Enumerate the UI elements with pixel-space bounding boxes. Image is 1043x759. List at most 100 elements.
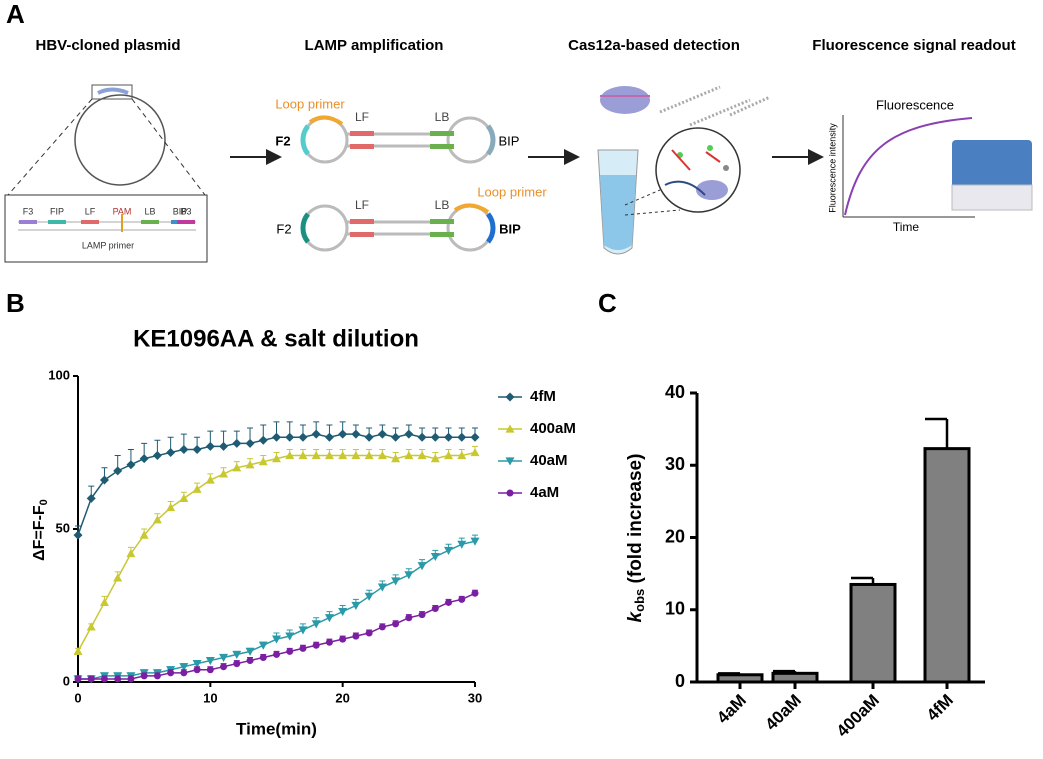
marker [377, 583, 387, 592]
marker [87, 675, 95, 683]
marker [324, 432, 334, 442]
marker [338, 451, 348, 460]
marker [285, 451, 295, 460]
primer-box [4, 194, 208, 263]
y-tick-label: 0 [63, 673, 70, 688]
marker [364, 592, 374, 601]
primer-label: B3 [180, 206, 191, 216]
plasmid [74, 94, 166, 186]
zoom-line [7, 98, 206, 196]
marker [272, 635, 281, 644]
y-tick-label: 0 [675, 671, 685, 691]
marker [391, 432, 401, 442]
x-tick-label: 4aM [713, 691, 750, 728]
readout-title: Fluorescence [876, 97, 954, 112]
x-tick-label: 30 [468, 690, 482, 705]
marker [113, 466, 123, 476]
marker [259, 654, 267, 662]
legend-label: 4fM [530, 388, 556, 405]
series-line [78, 540, 476, 680]
marker [339, 635, 347, 643]
marker [258, 641, 268, 650]
marker [351, 451, 361, 460]
x-tick-label: 20 [335, 690, 349, 705]
bar [716, 673, 764, 684]
loop [446, 116, 494, 164]
marker [470, 537, 480, 546]
marker [86, 493, 96, 503]
marker [325, 638, 333, 646]
marker [324, 614, 334, 623]
marker [272, 454, 281, 463]
marker [404, 451, 414, 460]
marker [114, 675, 122, 683]
marker [365, 629, 373, 637]
zoom-box [91, 84, 133, 100]
marker [180, 669, 188, 677]
marker [286, 647, 294, 655]
y-label-k: k [625, 610, 646, 622]
y-axis-label: kobs (fold increase) [625, 454, 647, 623]
x-tick-label: 10 [203, 690, 217, 705]
marker [392, 620, 400, 628]
y-label-sub: obs [632, 589, 647, 612]
lf [350, 219, 374, 224]
marker [179, 444, 189, 454]
bip [485, 124, 496, 156]
marker [179, 493, 189, 502]
lamp-label: LB [435, 110, 450, 124]
bar [771, 671, 819, 684]
y-tick-label: 20 [665, 526, 685, 546]
f2 [300, 212, 311, 244]
x-tick-label: 40aM [761, 691, 805, 735]
marker [338, 608, 348, 617]
marker [445, 598, 453, 606]
marker [470, 448, 480, 457]
marker [298, 626, 308, 635]
series-line [77, 451, 476, 652]
marker [378, 623, 386, 631]
y-label-main: ΔF=F-F [31, 505, 48, 561]
marker [324, 451, 334, 460]
step-title: HBV-cloned plasmid [35, 37, 180, 54]
marker [246, 657, 254, 665]
loop [301, 204, 349, 252]
marker [298, 451, 308, 460]
panel-label: C [598, 288, 617, 318]
marker [431, 605, 439, 613]
marker [457, 451, 467, 460]
marker [126, 548, 136, 558]
panel-label: A [6, 0, 25, 29]
lamp-label: F2 [276, 221, 291, 236]
marker [458, 595, 466, 603]
series-line [77, 433, 475, 536]
primer [141, 220, 159, 224]
marker [73, 646, 83, 655]
marker [233, 660, 241, 668]
marker [377, 451, 387, 460]
marker [86, 622, 96, 631]
marker [127, 675, 135, 683]
marker [285, 632, 295, 641]
x-tick-label: 400aM [833, 691, 883, 741]
marker [364, 451, 374, 460]
primer [19, 220, 37, 224]
x-tick-label: 4fM [923, 691, 957, 725]
marker [140, 672, 148, 680]
marker [285, 432, 295, 442]
marker [152, 451, 162, 461]
y-tick-label: 10 [665, 599, 685, 619]
chart-title: KE1096AA & salt dilution [133, 325, 419, 352]
marker [457, 540, 467, 549]
lamp-label: BIP [499, 133, 520, 148]
loop-label: Loop primer [477, 184, 547, 199]
step-title: Cas12a-based detection [568, 37, 740, 54]
marker [377, 429, 387, 439]
marker [139, 530, 149, 539]
marker [417, 451, 427, 460]
y-tick-label: 50 [56, 520, 70, 535]
lamp-label: BIP [499, 221, 521, 236]
marker [219, 653, 229, 663]
x-tick-label: 0 [74, 690, 81, 705]
